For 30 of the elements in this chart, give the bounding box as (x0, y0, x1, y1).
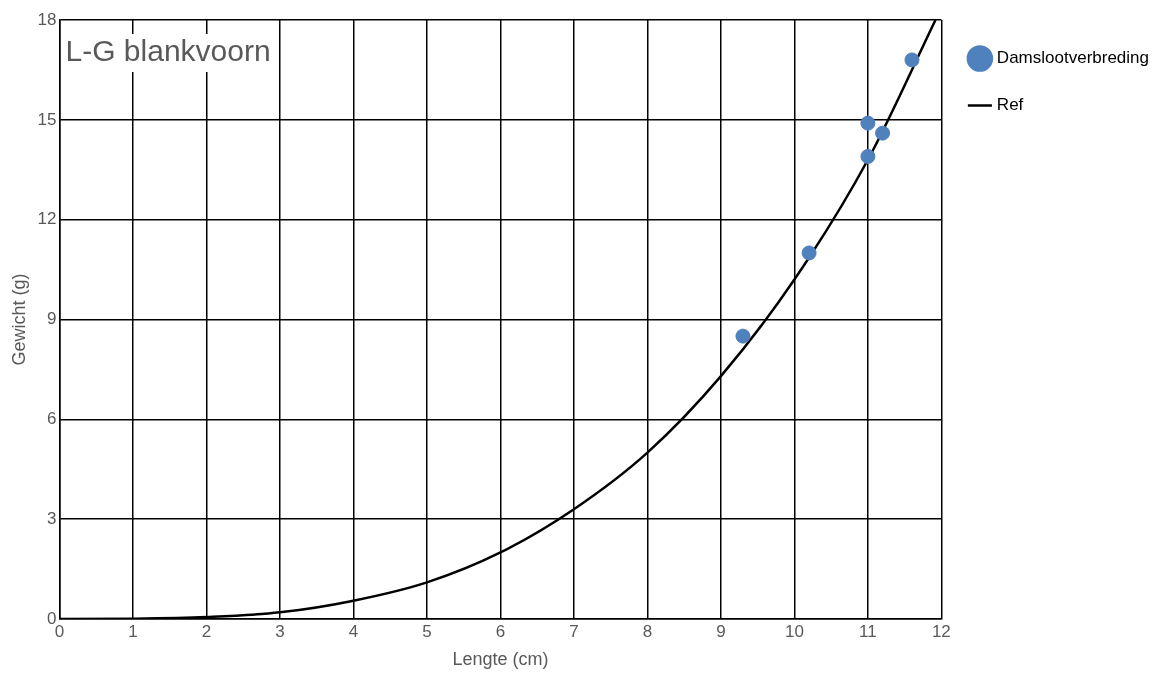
x-tick-label: 11 (859, 621, 877, 641)
point (875, 125, 891, 141)
x-tick-label: 9 (716, 621, 726, 641)
x-tick-label: 8 (642, 621, 653, 641)
x-tick-label: 5 (422, 621, 432, 641)
legend-label: Damslootverbreding (996, 48, 1150, 68)
x-tick-label: 10 (784, 621, 804, 641)
text: L-G blankvoorn (65, 34, 271, 68)
x-tick-label: 3 (275, 621, 285, 641)
y-tick-label: 12 (37, 209, 57, 229)
y-tick-label: 15 (37, 109, 57, 129)
y-tick-label: 9 (47, 309, 57, 329)
point (860, 148, 876, 164)
y-tick-label: 18 (37, 9, 57, 29)
x-tick-label: 7 (569, 621, 579, 641)
x-axis-title: Lengte (cm) (452, 649, 549, 670)
x-tick-label: 1 (128, 621, 138, 641)
point (735, 328, 751, 344)
legend-label: Ref (996, 95, 1024, 115)
y-tick-label: 3 (47, 508, 57, 528)
point (904, 52, 920, 68)
y-tick-label: 6 (47, 409, 57, 429)
y-axis-title: Gewicht (g) (8, 273, 29, 366)
x-tick-label: 12 (931, 621, 951, 641)
x-tick-label: 6 (495, 621, 506, 641)
point (801, 245, 817, 261)
point (860, 115, 876, 131)
y-tick-label: 0 (47, 608, 57, 628)
x-tick-label: 2 (201, 621, 212, 641)
x-tick-label: 4 (348, 621, 359, 641)
